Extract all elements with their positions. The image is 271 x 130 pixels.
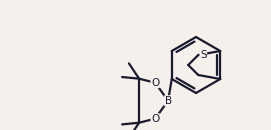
Text: B: B — [164, 96, 172, 106]
Text: S: S — [200, 50, 207, 60]
Text: O: O — [151, 78, 159, 88]
Text: O: O — [151, 114, 159, 124]
